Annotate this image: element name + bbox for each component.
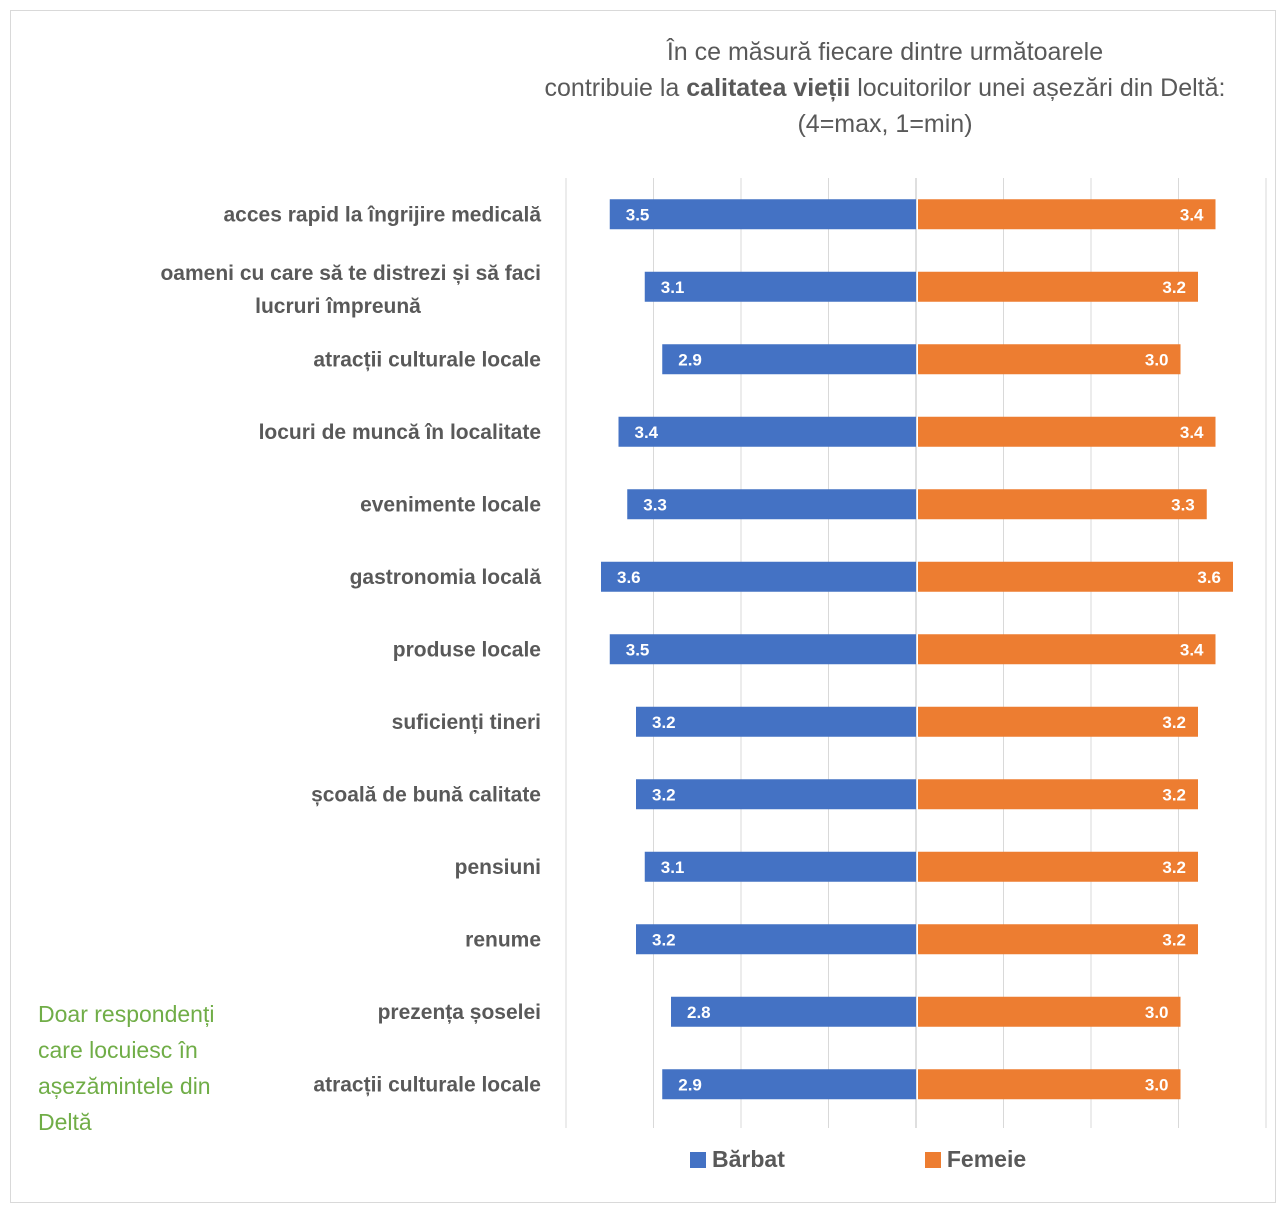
- value-label-barbat: 3.2: [652, 785, 676, 804]
- bar-femeie: [918, 271, 1198, 302]
- title-line-1: În ce măsură fiecare dintre următoarele: [666, 38, 1104, 66]
- chart-title: În ce măsură fiecare dintre următoarele …: [470, 34, 1287, 142]
- legend: Bărbat Femeie: [690, 1146, 1026, 1173]
- value-label-femeie: 3.0: [1145, 1075, 1169, 1094]
- value-label-femeie: 3.2: [1162, 858, 1186, 877]
- bar-femeie: [918, 706, 1198, 737]
- legend-label-femeie: Femeie: [946, 1146, 1027, 1172]
- title-line-2: contribuie la calitatea vieții locuitori…: [544, 74, 1226, 102]
- value-label-femeie: 3.4: [1180, 423, 1204, 442]
- value-label-barbat: 3.3: [643, 495, 667, 514]
- category-label: acces rapid la îngrijire medicală: [224, 203, 542, 226]
- bar-femeie: [918, 924, 1198, 955]
- bar-barbat: [636, 706, 916, 737]
- legend-item-barbat: Bărbat: [690, 1146, 785, 1173]
- bar-femeie: [918, 1069, 1181, 1100]
- bar-barbat: [662, 344, 916, 375]
- category-label: atracții culturale locale: [313, 1073, 541, 1096]
- bar-barbat: [627, 489, 916, 520]
- value-label-femeie: 3.2: [1162, 930, 1186, 949]
- bar-barbat: [644, 851, 916, 882]
- category-label: renume: [465, 928, 541, 951]
- bar-barbat: [618, 416, 916, 447]
- value-label-barbat: 3.1: [661, 278, 685, 297]
- value-label-femeie: 3.3: [1171, 495, 1195, 514]
- bar-femeie: [918, 561, 1233, 592]
- respondents-note: Doar respondenți care locuiesc în așezăm…: [38, 1001, 215, 1135]
- bar-femeie: [918, 851, 1198, 882]
- value-label-barbat: 2.9: [678, 1075, 702, 1094]
- bar-femeie: [918, 199, 1216, 230]
- bar-barbat: [636, 779, 916, 810]
- value-label-femeie: 3.2: [1162, 278, 1186, 297]
- bar-femeie: [918, 344, 1181, 375]
- value-label-barbat: 3.1: [661, 858, 685, 877]
- value-label-barbat: 3.4: [635, 423, 659, 442]
- value-label-femeie: 3.0: [1145, 1003, 1169, 1022]
- value-label-barbat: 3.6: [617, 568, 641, 587]
- legend-item-femeie: Femeie: [924, 1146, 1027, 1173]
- bar-barbat: [609, 199, 916, 230]
- category-label: evenimente locale: [360, 493, 541, 516]
- category-label: atracții culturale locale: [313, 348, 541, 371]
- category-label: gastronomia locală: [350, 566, 542, 589]
- category-label: școală de bună calitate: [311, 783, 541, 806]
- bar-femeie: [918, 779, 1198, 810]
- value-label-femeie: 3.4: [1180, 205, 1204, 224]
- value-label-femeie: 3.2: [1162, 713, 1186, 732]
- value-label-femeie: 3.0: [1145, 350, 1169, 369]
- category-labels: acces rapid la îngrijire medicală oameni …: [160, 203, 541, 1096]
- bar-barbat: [636, 924, 916, 955]
- bar-femeie: [918, 634, 1216, 665]
- bar-barbat: [601, 561, 916, 592]
- bars: 3.5 3.4 3.1 3.2 2.9 3.0 3.4 3.4 3.3 3.3 3.6 3.6 3.5 3…: [601, 199, 1233, 1100]
- value-label-femeie: 3.2: [1162, 785, 1186, 804]
- value-label-barbat: 2.8: [687, 1003, 711, 1022]
- legend-swatch-barbat: [690, 1151, 706, 1168]
- bar-femeie: [918, 996, 1181, 1027]
- category-label: produse locale: [393, 638, 541, 661]
- value-label-barbat: 2.9: [678, 350, 702, 369]
- bar-barbat: [644, 271, 916, 302]
- bar-barbat: [662, 1069, 916, 1100]
- value-label-femeie: 3.4: [1180, 640, 1204, 659]
- bar-femeie: [918, 416, 1216, 447]
- value-label-barbat: 3.2: [652, 713, 676, 732]
- category-label: pensiuni: [455, 856, 541, 879]
- bar-barbat: [609, 634, 916, 665]
- value-label-femeie: 3.6: [1197, 568, 1221, 587]
- category-label: suficienți tineri: [392, 711, 541, 734]
- legend-label-barbat: Bărbat: [712, 1146, 785, 1172]
- legend-swatch-femeie: [924, 1151, 941, 1168]
- title-line-3: (4=max, 1=min): [797, 110, 973, 138]
- value-label-barbat: 3.2: [652, 930, 676, 949]
- category-label: prezența șoselei: [378, 1001, 541, 1024]
- category-label: locuri de muncă în localitate: [259, 421, 541, 444]
- bar-barbat: [671, 996, 916, 1027]
- bar-femeie: [918, 489, 1207, 520]
- category-label: oameni cu care să te distrezi și să faci…: [160, 262, 541, 318]
- value-label-barbat: 3.5: [626, 640, 650, 659]
- value-label-barbat: 3.5: [626, 205, 650, 224]
